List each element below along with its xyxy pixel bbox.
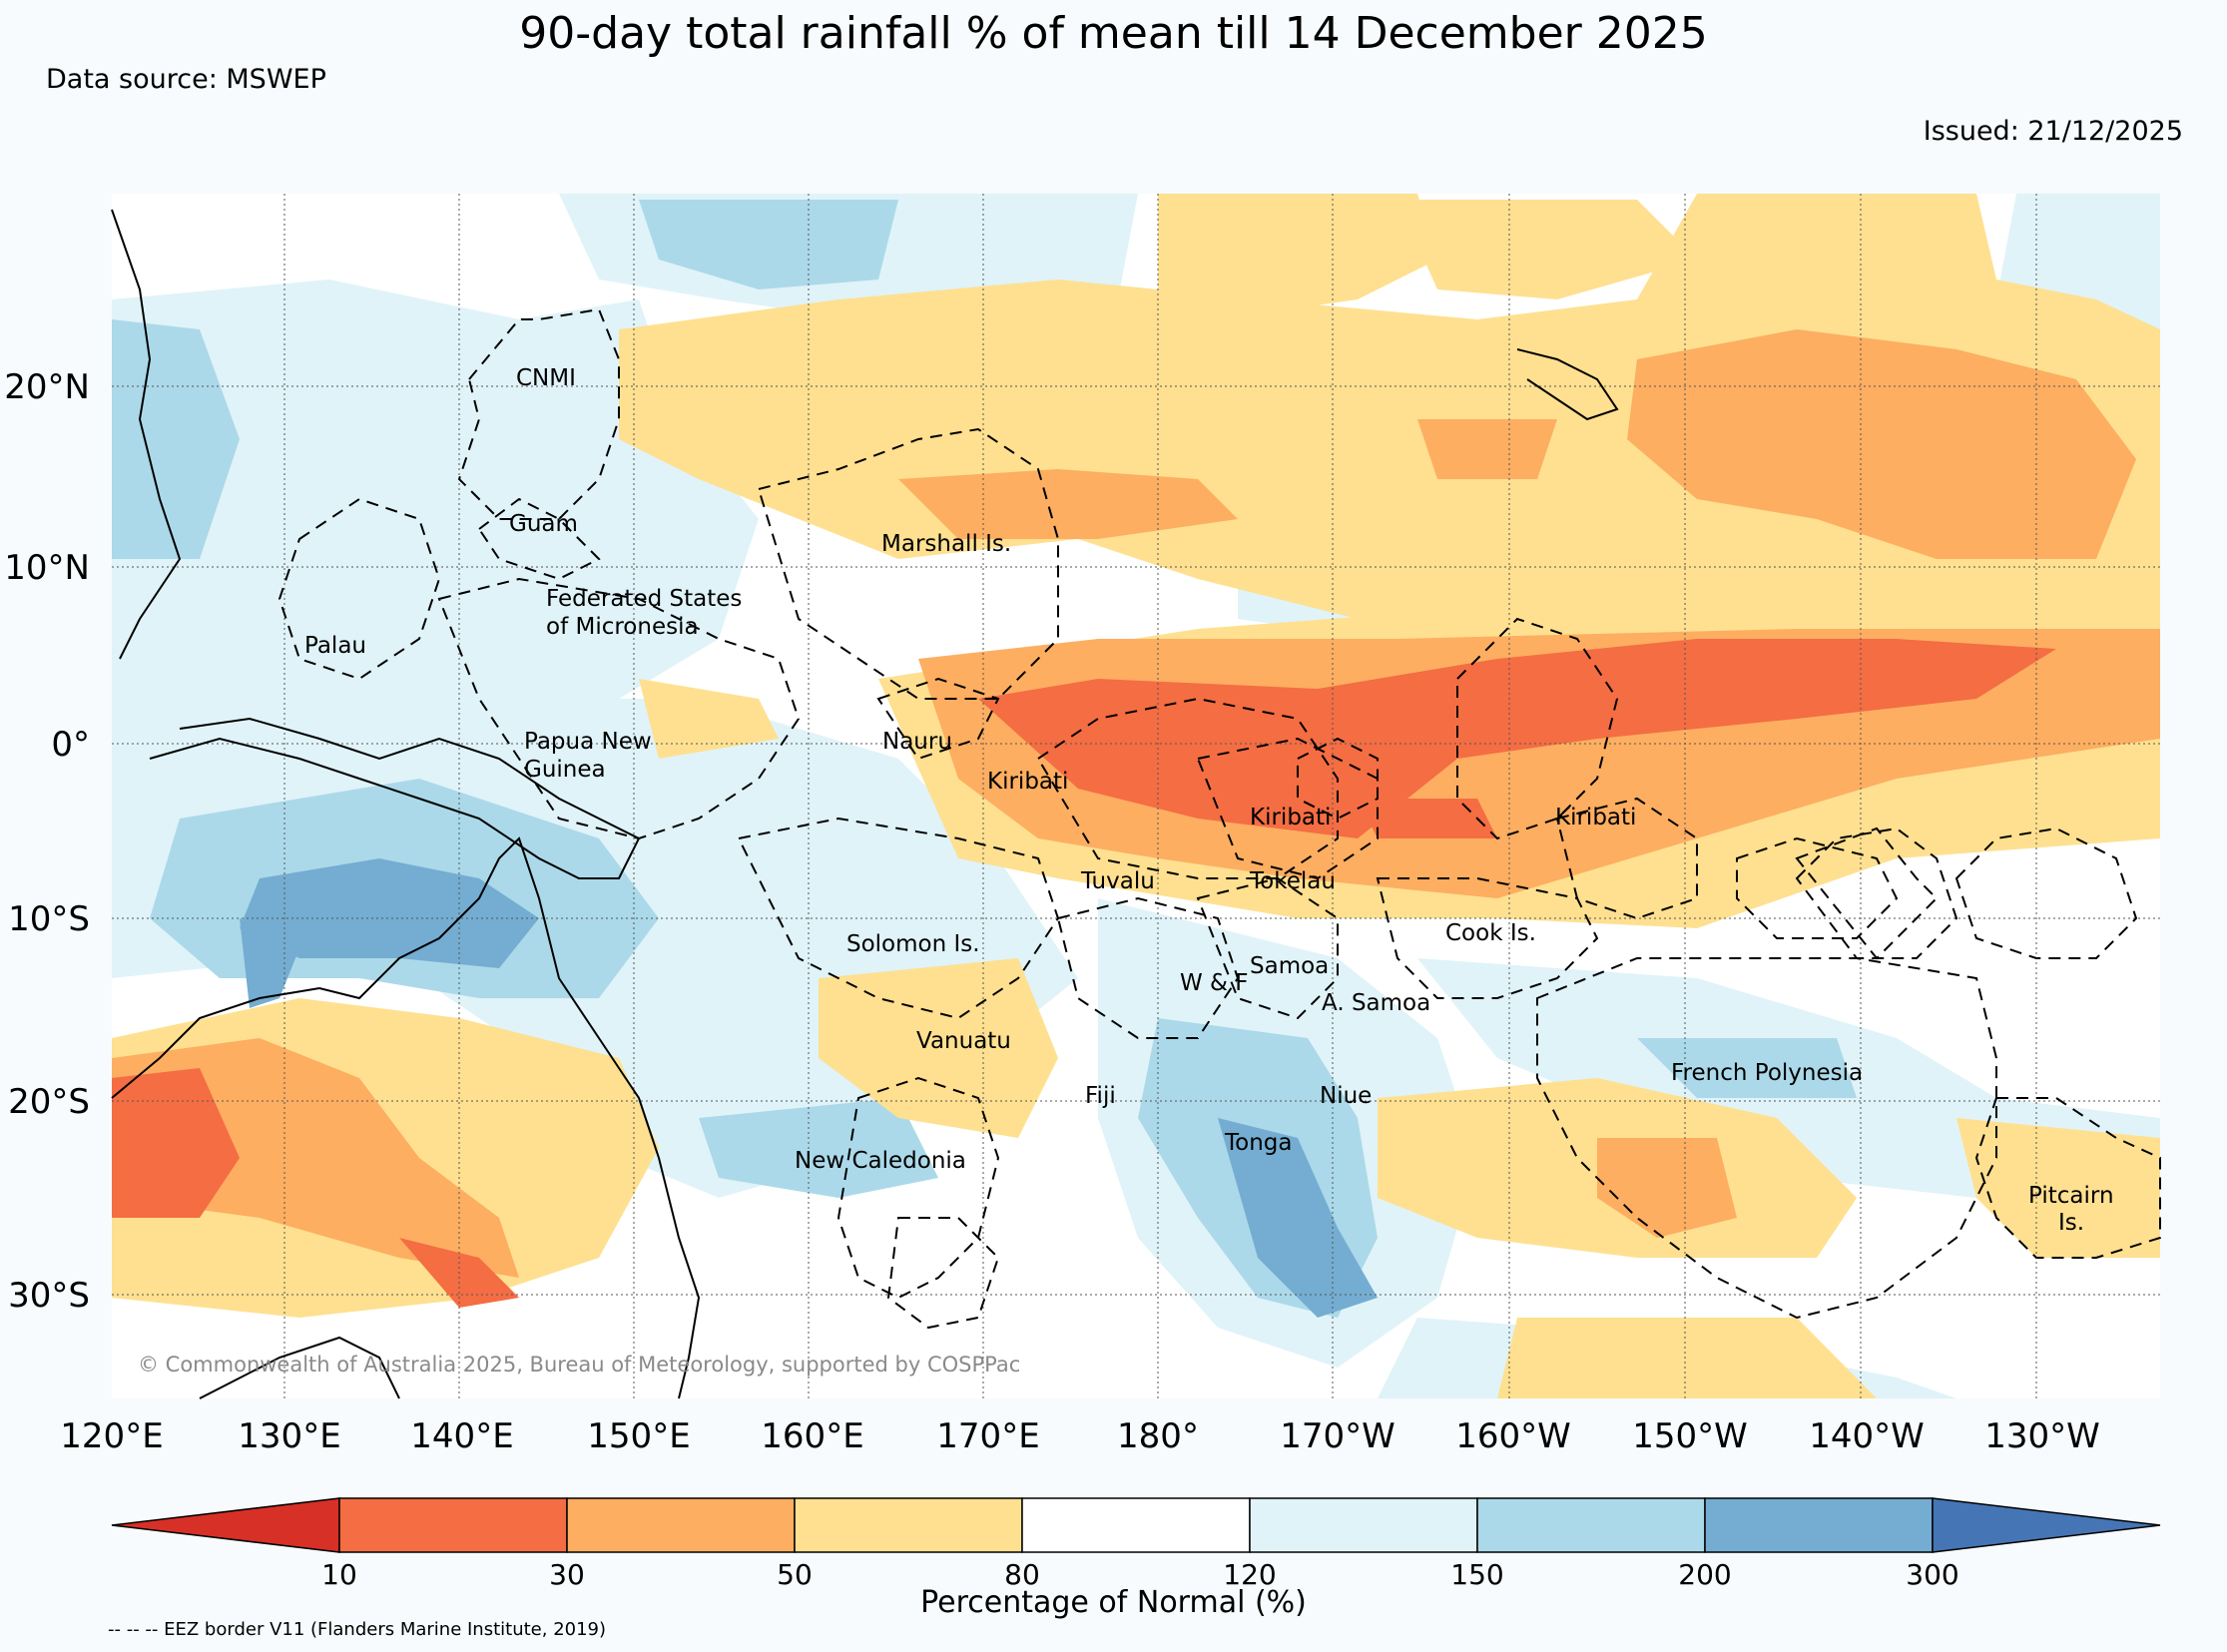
lat-tick: 10°S [8,899,90,939]
lon-tick: 170°W [1280,1416,1395,1456]
label-png-line2: Guinea [524,757,606,783]
label-wallis-futuna: W & F [1180,970,1249,996]
label-tuvalu: Tuvalu [1080,868,1155,894]
lon-tick: 160°W [1455,1416,1571,1456]
lon-tick: 130°W [1984,1416,2100,1456]
copyright-notice: © Commonwealth of Australia 2025, Bureau… [138,1353,1020,1377]
lon-tick: 180° [1117,1416,1199,1456]
map-field [112,194,2160,1398]
lat-tick: 10°N [4,548,90,588]
lat-tick: 30°S [8,1276,90,1316]
colorbar-tick: 300 [1906,1558,1958,1591]
lon-tick: 150°E [587,1416,690,1456]
eez-borders [278,307,2161,1330]
label-palau: Palau [304,633,366,659]
label-cook-islands: Cook Is. [1445,920,1536,946]
lon-tick-labels: 120°E 130°E 140°E 150°E 160°E 170°E 180°… [60,1416,2099,1456]
label-fiji: Fiji [1085,1083,1116,1109]
lon-tick: 140°W [1809,1416,1925,1456]
lat-tick: 20°S [8,1082,90,1122]
colorbar-segment [1476,1497,1706,1553]
label-kiribati-east: Kiribati [1555,805,1636,830]
issued-date: Issued: 21/12/2025 [1923,116,2183,147]
label-new-caledonia: New Caledonia [795,1148,966,1174]
colorbar-tick-labels: 10 30 50 80 120 150 200 300 [321,1558,1959,1591]
coastlines [111,209,1619,1399]
lon-tick: 160°E [761,1416,863,1456]
rain-200-300 [240,858,1378,1318]
rain-10-30 [112,639,2056,1308]
colorbar-tick: 30 [549,1558,585,1591]
label-cnmi: CNMI [516,365,576,391]
label-niue: Niue [1320,1083,1372,1109]
colorbar-tick: 50 [777,1558,813,1591]
eez-border-note: -- -- -- EEZ border V11 (Flanders Marine… [108,1619,607,1640]
label-pitcairn-line2: Is. [2058,1210,2084,1236]
label-vanuatu: Vanuatu [916,1028,1011,1054]
colorbar-segment [1021,1497,1251,1553]
label-marshall-islands: Marshall Is. [881,531,1011,557]
colorbar-tick: 80 [1004,1558,1040,1591]
colorbar-segment [566,1497,796,1553]
page-title: 90-day total rainfall % of mean till 14 … [519,8,1708,59]
colorbar [111,1497,2161,1553]
lon-tick: 170°E [936,1416,1039,1456]
label-fsm-line2: of Micronesia [546,614,699,640]
colorbar-tick: 150 [1450,1558,1503,1591]
lon-tick: 140°E [410,1416,513,1456]
label-tonga: Tonga [1224,1130,1292,1156]
graticule [112,194,2160,1398]
data-source: Data source: MSWEP [46,64,326,95]
label-tokelau: Tokelau [1249,868,1336,894]
lon-tick: 120°E [60,1416,163,1456]
lat-tick-labels: 20°N 10°N 0° 10°S 20°S 30°S [4,367,90,1316]
colorbar-segment [338,1497,568,1553]
label-fsm-line1: Federated States [546,586,742,612]
label-solomon-islands: Solomon Is. [846,931,980,957]
label-french-polynesia: French Polynesia [1671,1060,1863,1086]
label-american-samoa: A. Samoa [1322,990,1430,1016]
label-pitcairn-line1: Pitcairn [2028,1183,2114,1209]
lat-tick: 20°N [4,367,90,407]
lon-tick: 150°W [1632,1416,1748,1456]
label-guam: Guam [509,511,578,537]
colorbar-label: Percentage of Normal (%) [920,1585,1307,1620]
lon-tick: 130°E [238,1416,340,1456]
label-nauru: Nauru [882,729,952,755]
label-samoa: Samoa [1250,953,1329,979]
label-png-line1: Papua New [524,729,652,755]
colorbar-min-extend [111,1497,340,1553]
country-labels: CNMI Guam Marshall Is. Federated States … [304,365,2114,1236]
lat-tick: 0° [51,725,90,765]
colorbar-segment [1704,1497,1934,1553]
label-kiribati-central: Kiribati [1250,805,1331,830]
colorbar-segment [1249,1497,1478,1553]
colorbar-max-extend [1932,1497,2161,1553]
colorbar-tick: 10 [321,1558,357,1591]
label-kiribati-west: Kiribati [987,769,1068,795]
colorbar-tick: 200 [1678,1558,1731,1591]
colorbar-segment [794,1497,1023,1553]
colorbar-tick: 120 [1223,1558,1276,1591]
